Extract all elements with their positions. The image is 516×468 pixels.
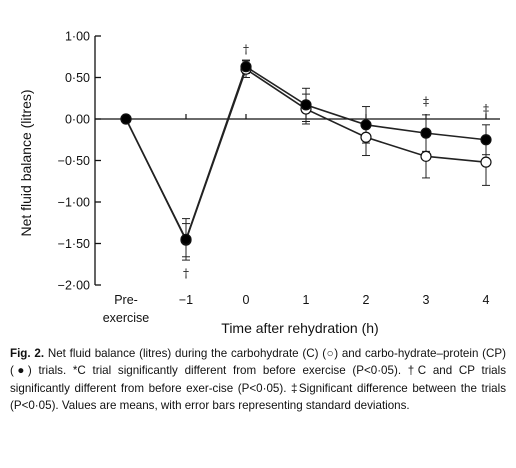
chart: 1·00 0·50 0·00 −0·50 −1·00 −1·50 −2·00 Pre-exe… bbox=[18, 30, 500, 336]
x-tick-label: 4 bbox=[483, 293, 490, 307]
significance-marker: † bbox=[243, 42, 249, 56]
x-axis-ticks: Pre-exercise −1 0 1 2 3 4 bbox=[103, 114, 490, 325]
x-tick-label: 1 bbox=[303, 293, 310, 307]
data-point-C bbox=[480, 156, 492, 168]
x-tick-label: exercise bbox=[103, 311, 150, 325]
series-layer bbox=[120, 59, 492, 261]
data-point-CP bbox=[240, 61, 252, 73]
significance-marker: † bbox=[183, 266, 189, 280]
y-tick-label: −1·50 bbox=[58, 237, 90, 251]
x-tick-label: Pre- bbox=[114, 293, 138, 307]
data-point-CP bbox=[480, 134, 492, 146]
significance-marker: ‡ bbox=[483, 102, 489, 116]
y-tick-label: 0·50 bbox=[65, 71, 90, 85]
y-tick-label: 1·00 bbox=[65, 30, 90, 44]
x-tick-label: 0 bbox=[243, 293, 250, 307]
caption-text: Net fluid balance (litres) during the ca… bbox=[10, 347, 506, 413]
y-axis: 1·00 0·50 0·00 −0·50 −1·00 −1·50 −2·00 bbox=[58, 30, 101, 293]
data-point-CP bbox=[120, 113, 132, 125]
annotations: † † ‡ ‡ bbox=[183, 42, 489, 280]
y-axis-title: Net fluid balance (litres) bbox=[18, 89, 34, 236]
x-tick-label: −1 bbox=[179, 293, 193, 307]
data-point-C bbox=[360, 131, 372, 143]
significance-marker: ‡ bbox=[423, 95, 429, 109]
data-point-CP bbox=[180, 233, 192, 245]
data-point-C bbox=[420, 150, 432, 162]
figure-caption: Fig. 2. Net fluid balance (litres) durin… bbox=[10, 345, 506, 415]
x-tick-label: 2 bbox=[363, 293, 370, 307]
y-tick-label: −0·50 bbox=[58, 154, 90, 168]
x-tick-label: 3 bbox=[423, 293, 430, 307]
y-tick-label: −1·00 bbox=[58, 196, 90, 210]
data-point-CP bbox=[420, 127, 432, 139]
y-tick-label: 0·00 bbox=[65, 113, 90, 127]
x-axis-title: Time after rehydration (h) bbox=[221, 320, 378, 336]
data-point-CP bbox=[360, 119, 372, 131]
data-point-CP bbox=[300, 99, 312, 111]
y-tick-label: −2·00 bbox=[58, 279, 90, 293]
caption-label: Fig. 2. bbox=[10, 347, 45, 360]
